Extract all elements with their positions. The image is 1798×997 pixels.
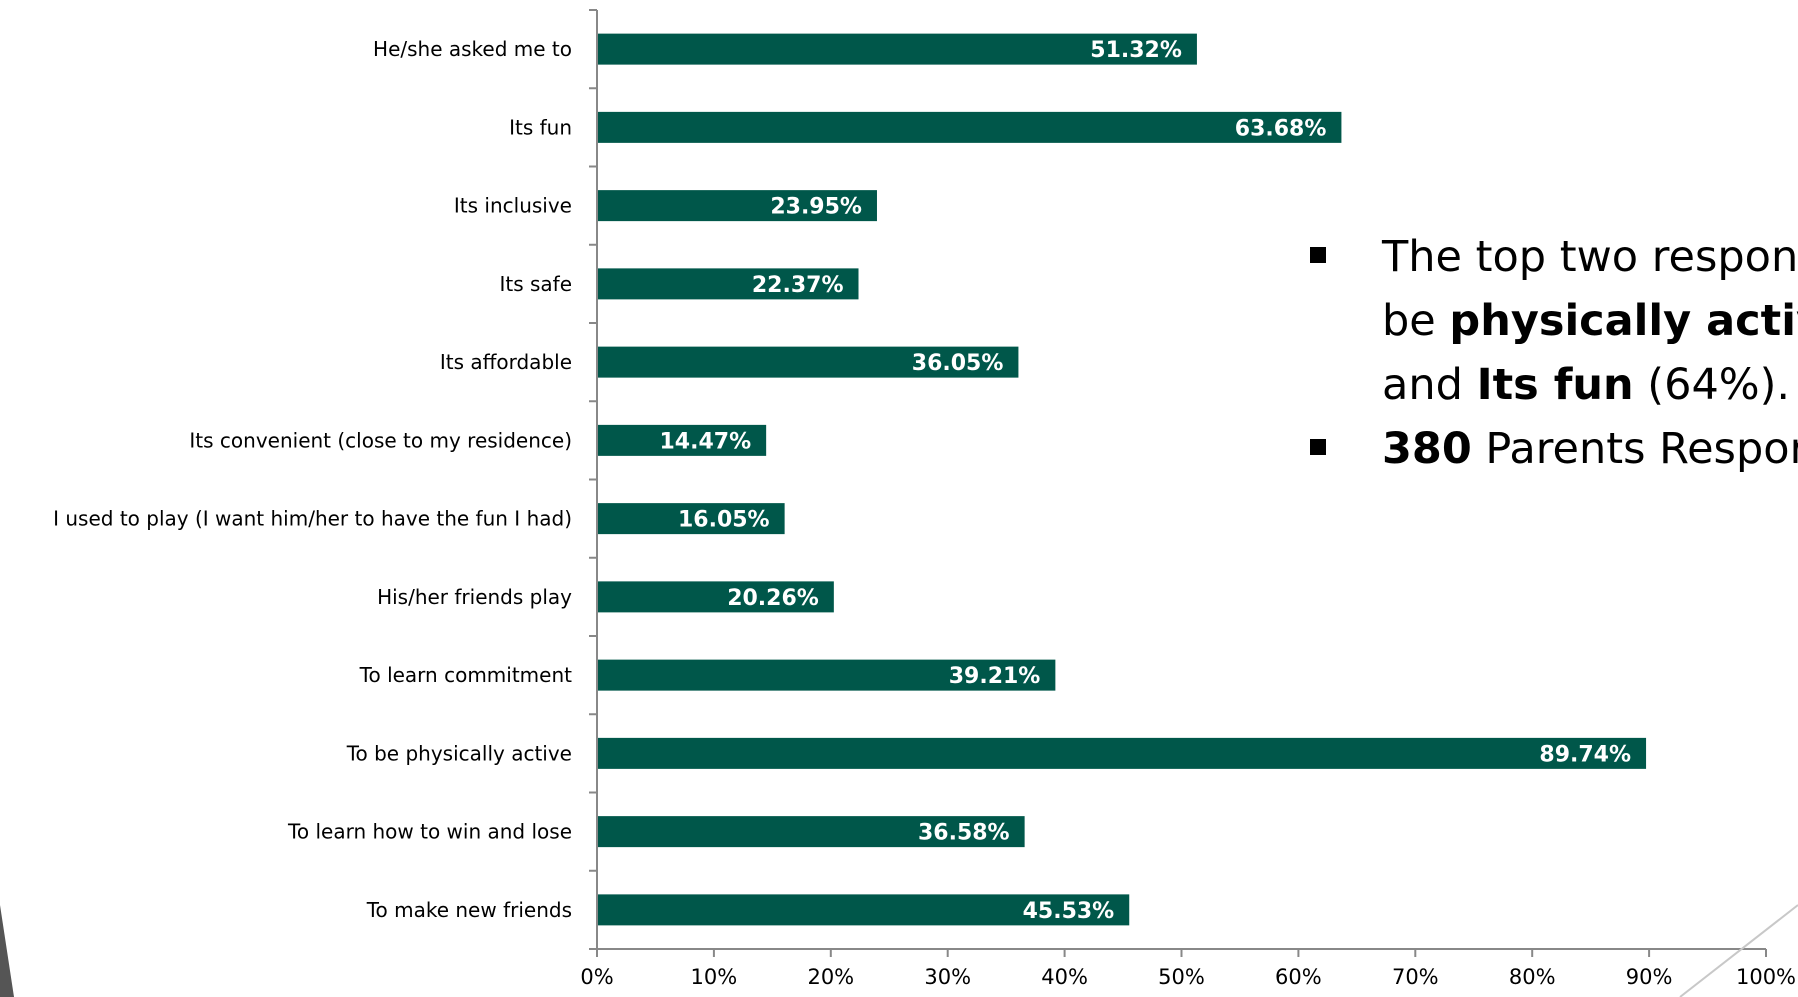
data-label: 45.53% — [1023, 899, 1115, 924]
category-label: Its safe — [499, 272, 572, 296]
category-label: To be physically active — [346, 741, 572, 765]
data-label: 22.37% — [752, 273, 844, 298]
decorative-diagonal-line — [1679, 904, 1798, 997]
bar — [598, 268, 859, 300]
x-tick-labels: 0% 10% 20% 30% 40% 50% 60% 70% 80% 90% 100% — [580, 965, 1796, 989]
x-tick-label: 100% — [1736, 965, 1796, 989]
category-label: Its convenient (close to my residence) — [189, 428, 572, 452]
bar — [598, 737, 1647, 769]
category-label: I used to play (I want him/her to have t… — [53, 507, 572, 531]
category-label: To make new friends — [366, 898, 572, 922]
category-label: He/she asked me to — [373, 37, 572, 61]
data-label: 14.47% — [660, 429, 752, 454]
data-label: 36.58% — [918, 821, 1010, 846]
data-label: 20.26% — [727, 586, 819, 611]
x-tick-label: 70% — [1392, 965, 1439, 989]
bar — [598, 503, 785, 535]
callout-bullet-2: 380 Parents Respor — [1310, 417, 1798, 481]
bar — [598, 581, 834, 613]
callout-bold-physically-active: physically active — [1449, 296, 1798, 346]
x-tick-label: 60% — [1275, 965, 1322, 989]
bar — [598, 659, 1056, 691]
x-tick-label: 90% — [1626, 965, 1673, 989]
x-tick-label: 20% — [807, 965, 854, 989]
square-bullet-icon — [1310, 247, 1326, 263]
x-tick-label: 0% — [580, 965, 613, 989]
x-tick-label: 40% — [1041, 965, 1088, 989]
bar — [598, 111, 1342, 143]
bar — [598, 190, 877, 222]
bar — [598, 894, 1130, 926]
category-label: Its affordable — [440, 350, 572, 374]
category-label: Its fun — [509, 115, 572, 139]
callout-text: The top two respon be physically active … — [1310, 225, 1798, 481]
bar — [598, 346, 1019, 378]
x-tick-label: 30% — [924, 965, 971, 989]
x-tick-label: 50% — [1158, 965, 1205, 989]
bar — [598, 33, 1197, 65]
callout-line-1: The top two respon — [1382, 232, 1798, 282]
x-tick-label: 10% — [691, 965, 738, 989]
bar — [598, 424, 767, 456]
callout-bold-its-fun: Its fun — [1476, 360, 1634, 410]
data-label: 51.32% — [1090, 38, 1182, 63]
chart-axes — [589, 9, 1767, 957]
data-label: 36.05% — [912, 351, 1004, 376]
callout-bullet-1: The top two respon be physically active … — [1310, 225, 1798, 417]
decorative-shape — [0, 905, 14, 997]
callout-bold-count: 380 — [1382, 424, 1472, 474]
square-bullet-icon — [1310, 439, 1326, 455]
chart-bars — [598, 33, 1647, 926]
data-labels: 51.32% 63.68% 23.95% 22.37% 36.05% 14.47% 16.0… — [660, 38, 1632, 924]
category-label: His/her friends play — [377, 585, 572, 609]
category-labels: He/she asked me to Its fun Its inclusive It… — [53, 37, 572, 922]
x-tick-label: 80% — [1509, 965, 1556, 989]
data-label: 16.05% — [678, 508, 770, 533]
data-label: 63.68% — [1235, 116, 1327, 141]
callout-line-2-prefix: be — [1382, 296, 1450, 346]
bar — [598, 816, 1025, 848]
data-label: 39.21% — [949, 664, 1041, 689]
category-label: To learn how to win and lose — [287, 820, 572, 844]
data-label: 23.95% — [770, 195, 862, 220]
category-label: Its inclusive — [454, 194, 572, 218]
callout-line-4-suffix: Parents Respor — [1471, 424, 1798, 474]
category-label: To learn commitment — [359, 663, 572, 687]
callout-line-3-prefix: and — [1382, 360, 1477, 410]
data-label: 89.74% — [1539, 742, 1631, 767]
callout-line-3-suffix: (64%). — [1633, 360, 1791, 410]
